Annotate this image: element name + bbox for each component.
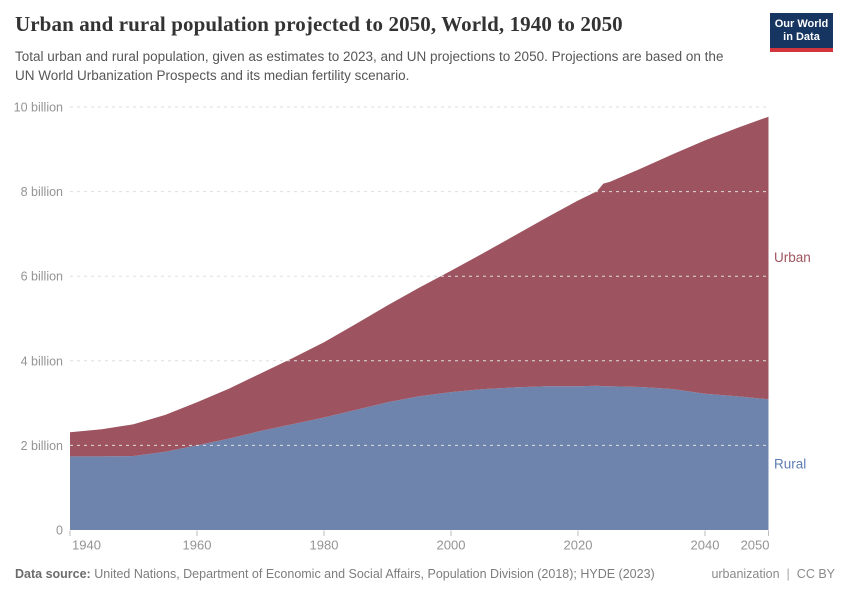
x-axis-label-2020: 2020 [564,538,593,553]
y-axis-label-10: 10 billion [14,101,63,115]
chart-areas [70,116,769,530]
y-axis-label-2: 2 billion [21,439,63,453]
data-source: Data source: United Nations, Department … [15,567,655,581]
data-source-text: United Nations, Department of Economic a… [94,567,655,581]
owid-logo-line2: in Data [783,31,820,43]
license-link[interactable]: CC BY [796,567,835,581]
chart-footer: Data source: United Nations, Department … [15,567,835,581]
y-axis-label-8: 8 billion [21,185,63,199]
x-axis-label-1960: 1960 [183,538,212,553]
y-axis-label-4: 4 billion [21,354,63,368]
data-source-label: Data source: [15,567,91,581]
footer-links: urbanization | CC BY [711,567,835,581]
chart-slug-link[interactable]: urbanization [711,567,780,581]
x-axis-label-2000: 2000 [437,538,466,553]
x-axis-label-2050: 2050 [741,538,770,553]
rural-area[interactable] [70,385,769,530]
y-axis-label-0: 0 [56,524,63,538]
chart-series-labels: Rural Urban [774,250,811,472]
owid-logo-line1: Our World [774,18,829,30]
urban-series-label: Urban [774,250,811,265]
chart-axes: 0 2 billion 4 billion 6 billion 8 billion 10 … [14,101,770,553]
x-axis-label-2040: 2040 [691,538,720,553]
page-subtitle: Total urban and rural population, given … [15,49,724,84]
x-axis-label-1980: 1980 [310,538,339,553]
urban-area[interactable] [70,116,769,457]
x-axis-label-1940: 1940 [72,538,101,553]
chart-gridlines [70,106,769,446]
rural-series-label: Rural [774,457,806,472]
y-axis-label-6: 6 billion [21,270,63,284]
owid-logo[interactable]: Our World in Data [770,13,833,52]
footer-separator: | [786,567,790,581]
page-title: Urban and rural population projected to … [15,12,623,36]
